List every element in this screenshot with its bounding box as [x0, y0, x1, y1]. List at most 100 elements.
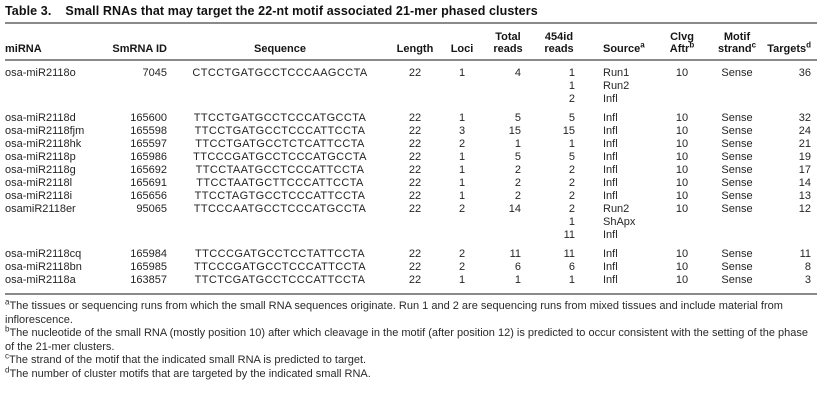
- cell-total_reads: 5: [514, 151, 521, 163]
- cell-reads_454id: 1: [568, 274, 575, 286]
- cell-motif_strand: Sense: [721, 274, 753, 286]
- cell-line: 2: [568, 203, 575, 215]
- cell-mirna: osa-miR2118p: [5, 151, 76, 163]
- footnote-text: The tissues or sequencing runs from whic…: [5, 300, 783, 326]
- cell-motif_strand: Sense: [721, 112, 753, 124]
- column-header-motif_strand: Motif strandc: [707, 24, 767, 61]
- footnote-marker: a: [5, 297, 10, 307]
- cell-loci: 1: [458, 190, 466, 202]
- cell-motif_strand: Sense: [721, 67, 753, 79]
- cell-length: 22: [408, 67, 422, 79]
- cell-smrna_id: 165598: [130, 125, 167, 137]
- footnote-text: The number of cluster motifs that are ta…: [9, 367, 371, 380]
- cell-total_reads: 2: [514, 164, 521, 176]
- cell-total_reads: 4: [514, 67, 521, 79]
- cell-sequence: TTCCTGATGCCTCTCATTCCTA: [195, 138, 365, 150]
- cell-smrna_id: 165600: [130, 112, 167, 124]
- footnote-a: aThe tissues or sequencing runs from whi…: [5, 297, 817, 327]
- footnote-marker: b: [689, 40, 695, 50]
- cell-loci: 2: [458, 261, 466, 273]
- cell-clvg_aftr: 10: [675, 112, 689, 124]
- column-header-line: Clvg: [670, 31, 694, 43]
- cell-length: 22: [408, 138, 422, 150]
- table-title-label: Table 3.: [5, 4, 52, 18]
- cell-length: 22: [408, 190, 422, 202]
- cell-motif_strand: Sense: [721, 190, 753, 202]
- footnote-marker: a: [640, 40, 645, 50]
- table-row: osa-miR2118bn 165985 TTCCCGATGCCTCCCATTCCT…: [5, 261, 817, 274]
- cell-length: 22: [408, 151, 422, 163]
- cell-loci: 1: [458, 177, 466, 189]
- cell-source: Run2 ShApx Infl: [585, 203, 657, 242]
- cell-mirna: osa-miR2118bn: [5, 261, 82, 273]
- cell-clvg_aftr: 10: [675, 248, 689, 260]
- cell-line: Run1: [603, 67, 630, 79]
- cell-clvg_aftr: 10: [675, 177, 689, 189]
- footnote-b: bThe nucleotide of the small RNA (mostly…: [5, 324, 817, 354]
- column-header-line: Motif: [723, 31, 751, 43]
- footnotes: aThe tissues or sequencing runs from whi…: [5, 297, 817, 382]
- cell-smrna_id: 95065: [136, 203, 167, 215]
- cell-clvg_aftr: 10: [675, 261, 689, 273]
- column-header-line: reads: [544, 43, 574, 55]
- table-title: Table 3. Small RNAs that may target the 2…: [5, 3, 820, 20]
- cell-targets: 14: [798, 177, 811, 189]
- table-row: osa-miR2118fjm 165598 TTCCTGATGCCTCCCATTCC…: [5, 125, 817, 138]
- title-rule: [5, 22, 817, 24]
- cell-reads_454id: 6: [568, 261, 575, 273]
- cell-clvg_aftr: 10: [675, 274, 689, 286]
- cell-clvg_aftr: 10: [675, 138, 689, 150]
- paper-table-page: Table 3. Small RNAs that may target the 2…: [5, 3, 820, 382]
- cell-targets: 11: [799, 248, 811, 260]
- cell-mirna: osa-miR2118g: [5, 164, 76, 176]
- table-row: osa-miR2118g 165692 TTCCTAATGCCTCCCATTCCTA…: [5, 164, 817, 177]
- cell-mirna: osa-miR2118o: [5, 67, 76, 79]
- cell-sequence: TTCCCGATGCCTCCCATTCCTA: [194, 261, 366, 273]
- cell-source: Run1 Run2 Infl: [585, 60, 657, 106]
- cell-line: 1: [568, 216, 575, 228]
- cell-sequence: TTCTCGATGCCTCCCATTCCTA: [194, 274, 366, 286]
- footnote-marker: d: [806, 40, 811, 50]
- cell-smrna_id: 7045: [142, 67, 167, 79]
- footnote-marker: b: [5, 324, 10, 334]
- column-header-line: 454id: [544, 31, 574, 43]
- column-header-line: Targetsd: [767, 40, 811, 55]
- cell-source: Infl: [603, 151, 618, 163]
- cell-length: 22: [408, 261, 422, 273]
- cell-length: 22: [408, 112, 422, 124]
- cell-total_reads: 5: [514, 112, 521, 124]
- column-header-length: Length: [389, 24, 441, 61]
- cell-line: Run2: [603, 80, 630, 92]
- cell-length: 22: [408, 274, 422, 286]
- column-header-line: Sequence: [254, 43, 306, 55]
- cell-targets: 32: [798, 112, 811, 124]
- table-row: osa-miR2118p 165986 TTCCCGATGCCTCCCATGCCTA…: [5, 151, 817, 164]
- cell-loci: 1: [458, 67, 466, 79]
- cell-smrna_id: 165692: [130, 164, 167, 176]
- cell-motif_strand: Sense: [721, 177, 753, 189]
- cell-smrna_id: 163857: [130, 274, 167, 286]
- cell-clvg_aftr: 10: [675, 190, 689, 202]
- cell-reads_454id: 1: [568, 138, 575, 150]
- column-header-clvg_aftr: Clvg Aftrb: [657, 24, 707, 61]
- cell-motif_strand: Sense: [721, 125, 753, 137]
- cell-smrna_id: 165985: [130, 261, 167, 273]
- cell-motif_strand: Sense: [721, 151, 753, 163]
- cell-reads_454id: 15: [562, 125, 575, 137]
- footnote-d: dThe number of cluster motifs that are t…: [5, 364, 817, 382]
- table-row: osa-miR2118a 163857 TTCTCGATGCCTCCCATTCCTA…: [5, 274, 817, 287]
- cell-reads_454id: 2: [568, 177, 575, 189]
- cell-source: Infl: [603, 190, 618, 202]
- footnote-marker: d: [5, 364, 10, 374]
- cell-smrna_id: 165984: [130, 248, 167, 260]
- cell-source: Infl: [603, 125, 618, 137]
- footnote-marker: c: [751, 40, 757, 50]
- cell-line: 1: [568, 80, 575, 92]
- cell-reads_454id: 2: [568, 164, 575, 176]
- cell-total_reads: 14: [508, 203, 521, 215]
- table-bottom-rule-cell: [5, 287, 817, 295]
- cell-mirna: osa-miR2118cq: [5, 248, 82, 260]
- cell-smrna_id: 165986: [130, 151, 167, 163]
- header-row: miRNA SmRNA ID Sequence Length Loci Total read…: [5, 24, 817, 61]
- column-header-sequence: Sequence: [171, 24, 389, 61]
